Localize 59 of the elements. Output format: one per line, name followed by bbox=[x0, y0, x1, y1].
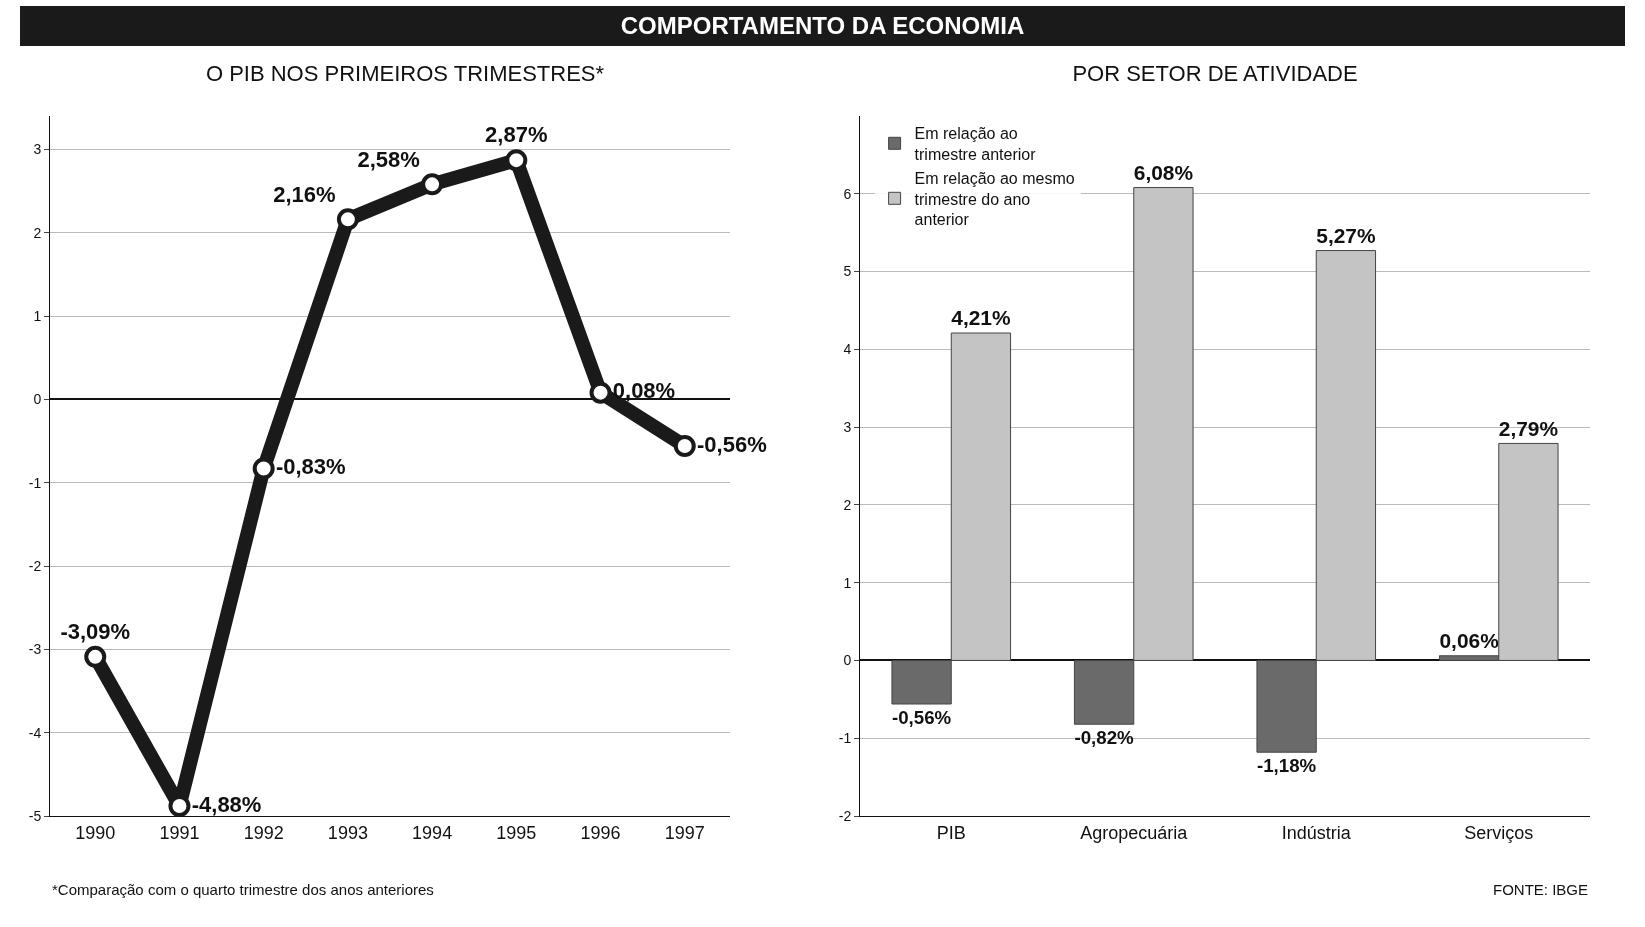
point bbox=[673, 435, 696, 457]
source-note: FONTE: IBGE bbox=[1493, 881, 1589, 898]
x-tick-label: 1992 bbox=[243, 822, 284, 843]
data-label: 2,16% bbox=[273, 181, 336, 207]
y-tick-label: -1 bbox=[28, 474, 42, 491]
y-tick-label: -2 bbox=[838, 807, 852, 824]
x-tick-label: 1997 bbox=[664, 822, 705, 843]
text: *Comparação com o quarto trimestre dos anos anteriores bbox=[52, 881, 434, 898]
data-label: 6,08% bbox=[1133, 160, 1194, 184]
x-tick-label: 1994 bbox=[412, 822, 453, 843]
y-tick-label: 0 bbox=[843, 652, 852, 669]
y-tick-label: 0 bbox=[33, 391, 42, 408]
data-label: -0,83% bbox=[275, 454, 346, 479]
y-tick-label: 1 bbox=[843, 574, 852, 591]
data-label: 2,87% bbox=[485, 122, 548, 148]
x-tick-label: 1991 bbox=[159, 822, 200, 843]
x-tick-label: 1993 bbox=[327, 822, 368, 843]
data-label: 2,58% bbox=[357, 146, 420, 172]
legend-label: Em relação ao mesmo trimestre do ano anterior bbox=[914, 169, 1075, 229]
data-label: 0,08% bbox=[612, 378, 676, 404]
y-tick-label: 5 bbox=[843, 263, 852, 280]
point bbox=[505, 149, 528, 172]
y-tick-label: 1 bbox=[33, 307, 42, 324]
point bbox=[589, 381, 612, 404]
data-label: -0,56% bbox=[891, 707, 952, 729]
y-tick-label: 6 bbox=[843, 185, 852, 202]
y-tick-label: -1 bbox=[838, 730, 852, 747]
x-tick-label: 1990 bbox=[75, 822, 116, 843]
x-tick-label: Serviços bbox=[1464, 822, 1534, 843]
x-tick-label: Indústria bbox=[1281, 822, 1352, 843]
y-tick-label: -2 bbox=[28, 557, 42, 574]
data-label: 5,27% bbox=[1316, 223, 1376, 247]
data-label: 4,21% bbox=[951, 306, 1011, 330]
data-label: 2,79% bbox=[1498, 416, 1559, 440]
data-label: -0,82% bbox=[1074, 727, 1135, 749]
data-label: -4,88% bbox=[191, 791, 262, 817]
y-tick-label: -5 bbox=[28, 807, 42, 824]
point bbox=[421, 173, 444, 196]
y-tick-label: -3 bbox=[28, 641, 42, 658]
y-tick-label: 3 bbox=[843, 419, 852, 436]
point bbox=[252, 457, 275, 480]
legend-label: Em relação ao trimestre anterior bbox=[914, 125, 1037, 163]
x-tick-label: PIB bbox=[936, 822, 966, 843]
chart-title: POR SETOR DE ATIVIDADE bbox=[1072, 61, 1358, 86]
x-tick-label: Agropecuária bbox=[1080, 822, 1189, 843]
x-tick-label: 1995 bbox=[496, 822, 537, 843]
y-tick-label: 4 bbox=[843, 341, 852, 358]
text: COMPORTAMENTO DA ECONOMIA bbox=[20, 6, 1625, 46]
data-label: -3,09% bbox=[60, 619, 131, 645]
y-tick-label: 2 bbox=[33, 224, 42, 241]
y-tick-label: 2 bbox=[843, 496, 852, 513]
point bbox=[336, 208, 359, 231]
x-tick-label: 1996 bbox=[580, 822, 621, 843]
chart-subtitle: O PIB NOS PRIMEIROS TRIMESTRES* bbox=[205, 61, 605, 86]
y-tick-label: -4 bbox=[28, 724, 42, 741]
point bbox=[84, 645, 107, 668]
data-label: -1,18% bbox=[1256, 755, 1317, 777]
data-label: -0,56% bbox=[697, 431, 767, 457]
y-tick-label: 3 bbox=[33, 141, 42, 158]
